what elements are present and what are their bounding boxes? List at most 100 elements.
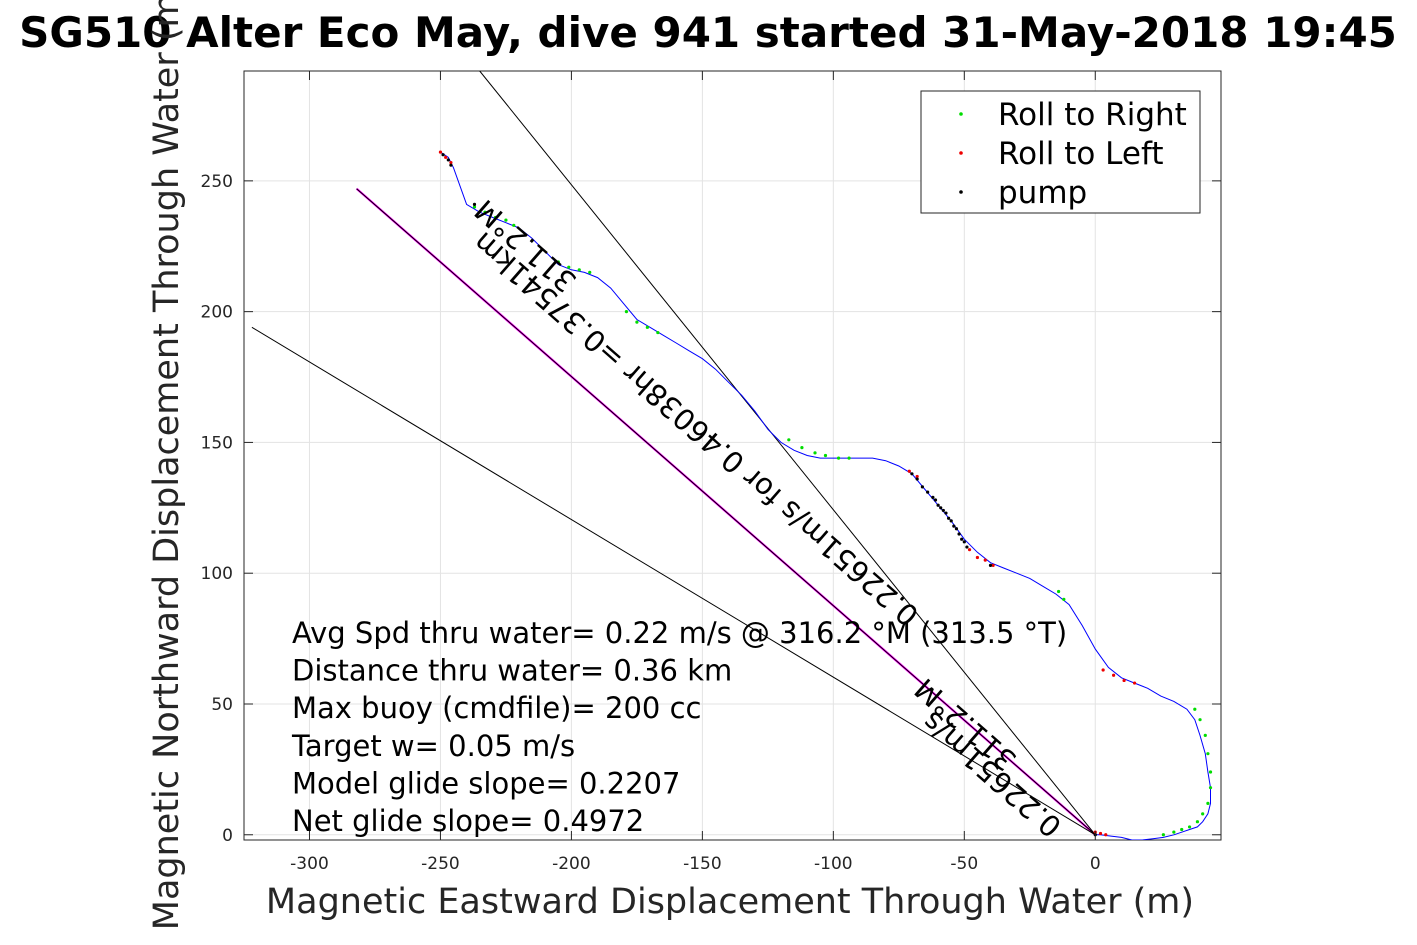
- roll-left-marker: [915, 474, 919, 479]
- y-tick-label: 150: [201, 433, 233, 453]
- plot-area: [243, 70, 1222, 841]
- pump-marker: [941, 508, 945, 513]
- x-tick-label: -150: [683, 854, 722, 874]
- roll-right-marker: [577, 268, 581, 272]
- pump-marker: [441, 153, 445, 157]
- roll-left-marker: [983, 558, 987, 562]
- roll-right-marker: [512, 223, 516, 227]
- roll-right-marker: [1198, 718, 1202, 722]
- roll-right-marker: [567, 265, 571, 269]
- pump-marker: [472, 202, 477, 206]
- x-tick-label: -250: [421, 854, 460, 874]
- roll-left-marker: [975, 555, 980, 560]
- roll-right-marker: [836, 456, 841, 460]
- roll-right-marker: [1193, 707, 1197, 711]
- roll-right-marker: [645, 325, 649, 329]
- roll-right-marker: [800, 446, 804, 450]
- heading-lines: [251, 71, 1097, 836]
- roll-left-marker: [967, 548, 972, 552]
- pump-marker: [957, 532, 961, 536]
- roll-right-marker: [1206, 801, 1210, 805]
- roll-right-marker: [1195, 820, 1200, 824]
- roll-left-marker: [1104, 833, 1108, 837]
- legend-marker-dot: [959, 190, 963, 194]
- x-tick-label: 0: [1090, 854, 1101, 874]
- roll-right-marker: [1203, 733, 1207, 737]
- pump-marker: [946, 516, 951, 520]
- roll-right-marker: [1206, 752, 1210, 756]
- roll-left-marker: [907, 469, 911, 473]
- pump-marker: [960, 537, 964, 541]
- pump-marker: [926, 490, 930, 494]
- stats-line: Distance thru water= 0.36 km: [292, 654, 732, 688]
- x-tick-label: -200: [552, 854, 591, 874]
- roll-left-marker: [1132, 681, 1137, 685]
- pump-marker: [933, 498, 938, 502]
- roll-right-marker: [588, 270, 592, 275]
- pump-marker: [449, 163, 453, 167]
- y-tick-label: 250: [201, 172, 233, 192]
- y-tick-label: 100: [201, 564, 233, 584]
- legend-label: pump: [998, 175, 1087, 211]
- x-tick-label: -300: [290, 854, 329, 874]
- y-tick-label: 200: [201, 303, 233, 323]
- roll-right-marker: [847, 456, 851, 460]
- roll-right-marker: [1208, 770, 1213, 774]
- roll-left-marker: [1122, 678, 1126, 683]
- roll-left-marker: [1112, 673, 1116, 677]
- heading-line: [356, 188, 1096, 836]
- roll-left-marker: [1098, 831, 1103, 836]
- y-tick-label: 50: [211, 695, 233, 715]
- y-axis-ticks: 0 50 100 150 200 250: [201, 172, 1221, 846]
- pump-marker: [931, 495, 935, 499]
- pump-marker: [920, 485, 924, 489]
- track-markers: [438, 150, 1213, 837]
- stats-line: Target w= 0.05 m/s: [291, 729, 575, 763]
- x-axis-label: Magnetic Eastward Displacement Through W…: [266, 882, 1194, 922]
- roll-right-marker: [483, 210, 487, 214]
- x-tick-label: -50: [950, 854, 978, 874]
- stats-line: Max buoy (cmdfile)= 200 cc: [292, 691, 701, 725]
- roll-right-marker: [493, 215, 498, 220]
- pump-marker: [910, 472, 914, 476]
- heading-line: [479, 71, 1096, 836]
- roll-right-marker: [823, 453, 828, 458]
- legend-box: [920, 90, 1201, 214]
- stats-annotations: Avg Spd thru water= 0.22 m/s @ 316.2 °M …: [291, 616, 1067, 838]
- roll-left-marker: [449, 160, 453, 165]
- roll-right-marker: [635, 320, 639, 324]
- x-tick-label: -100: [814, 854, 853, 874]
- chart-title: SG510 Alter Eco May, dive 941 started 31…: [19, 8, 1397, 57]
- roll-right-marker: [1208, 786, 1213, 790]
- pump-marker: [446, 158, 450, 162]
- roll-right-marker: [1062, 597, 1066, 601]
- line-label: 0.22651m/s for 0.46038hr =0.37541km: [466, 225, 925, 633]
- heading-line: [251, 326, 1096, 836]
- pump-marker: [962, 540, 966, 544]
- roll-left-marker: [1101, 668, 1105, 672]
- stats-line: Model glide slope= 0.2207: [292, 766, 680, 800]
- roll-left-marker: [444, 155, 448, 159]
- legend-marker-dot: [959, 112, 963, 116]
- y-tick-label: 0: [222, 826, 233, 846]
- roll-right-marker: [624, 310, 629, 314]
- pump-marker: [952, 524, 956, 528]
- roll-left-marker: [438, 150, 443, 154]
- roll-right-marker: [1187, 825, 1192, 829]
- roll-right-marker: [787, 438, 791, 442]
- legend-marker-dot: [959, 151, 963, 155]
- pump-marker: [915, 477, 919, 481]
- roll-left-marker: [991, 563, 995, 567]
- pump-marker: [988, 563, 993, 567]
- legend-label: Roll to Right: [998, 97, 1187, 133]
- pump-marker: [954, 527, 959, 531]
- roll-right-marker: [556, 260, 560, 264]
- roll-right-marker: [1161, 833, 1165, 837]
- pump-marker: [944, 511, 948, 515]
- roll-right-marker: [1172, 830, 1176, 834]
- roll-right-marker: [813, 451, 817, 455]
- stats-line: Avg Spd thru water= 0.22 m/s @ 316.2 °M …: [292, 616, 1067, 650]
- roll-right-marker: [504, 218, 508, 222]
